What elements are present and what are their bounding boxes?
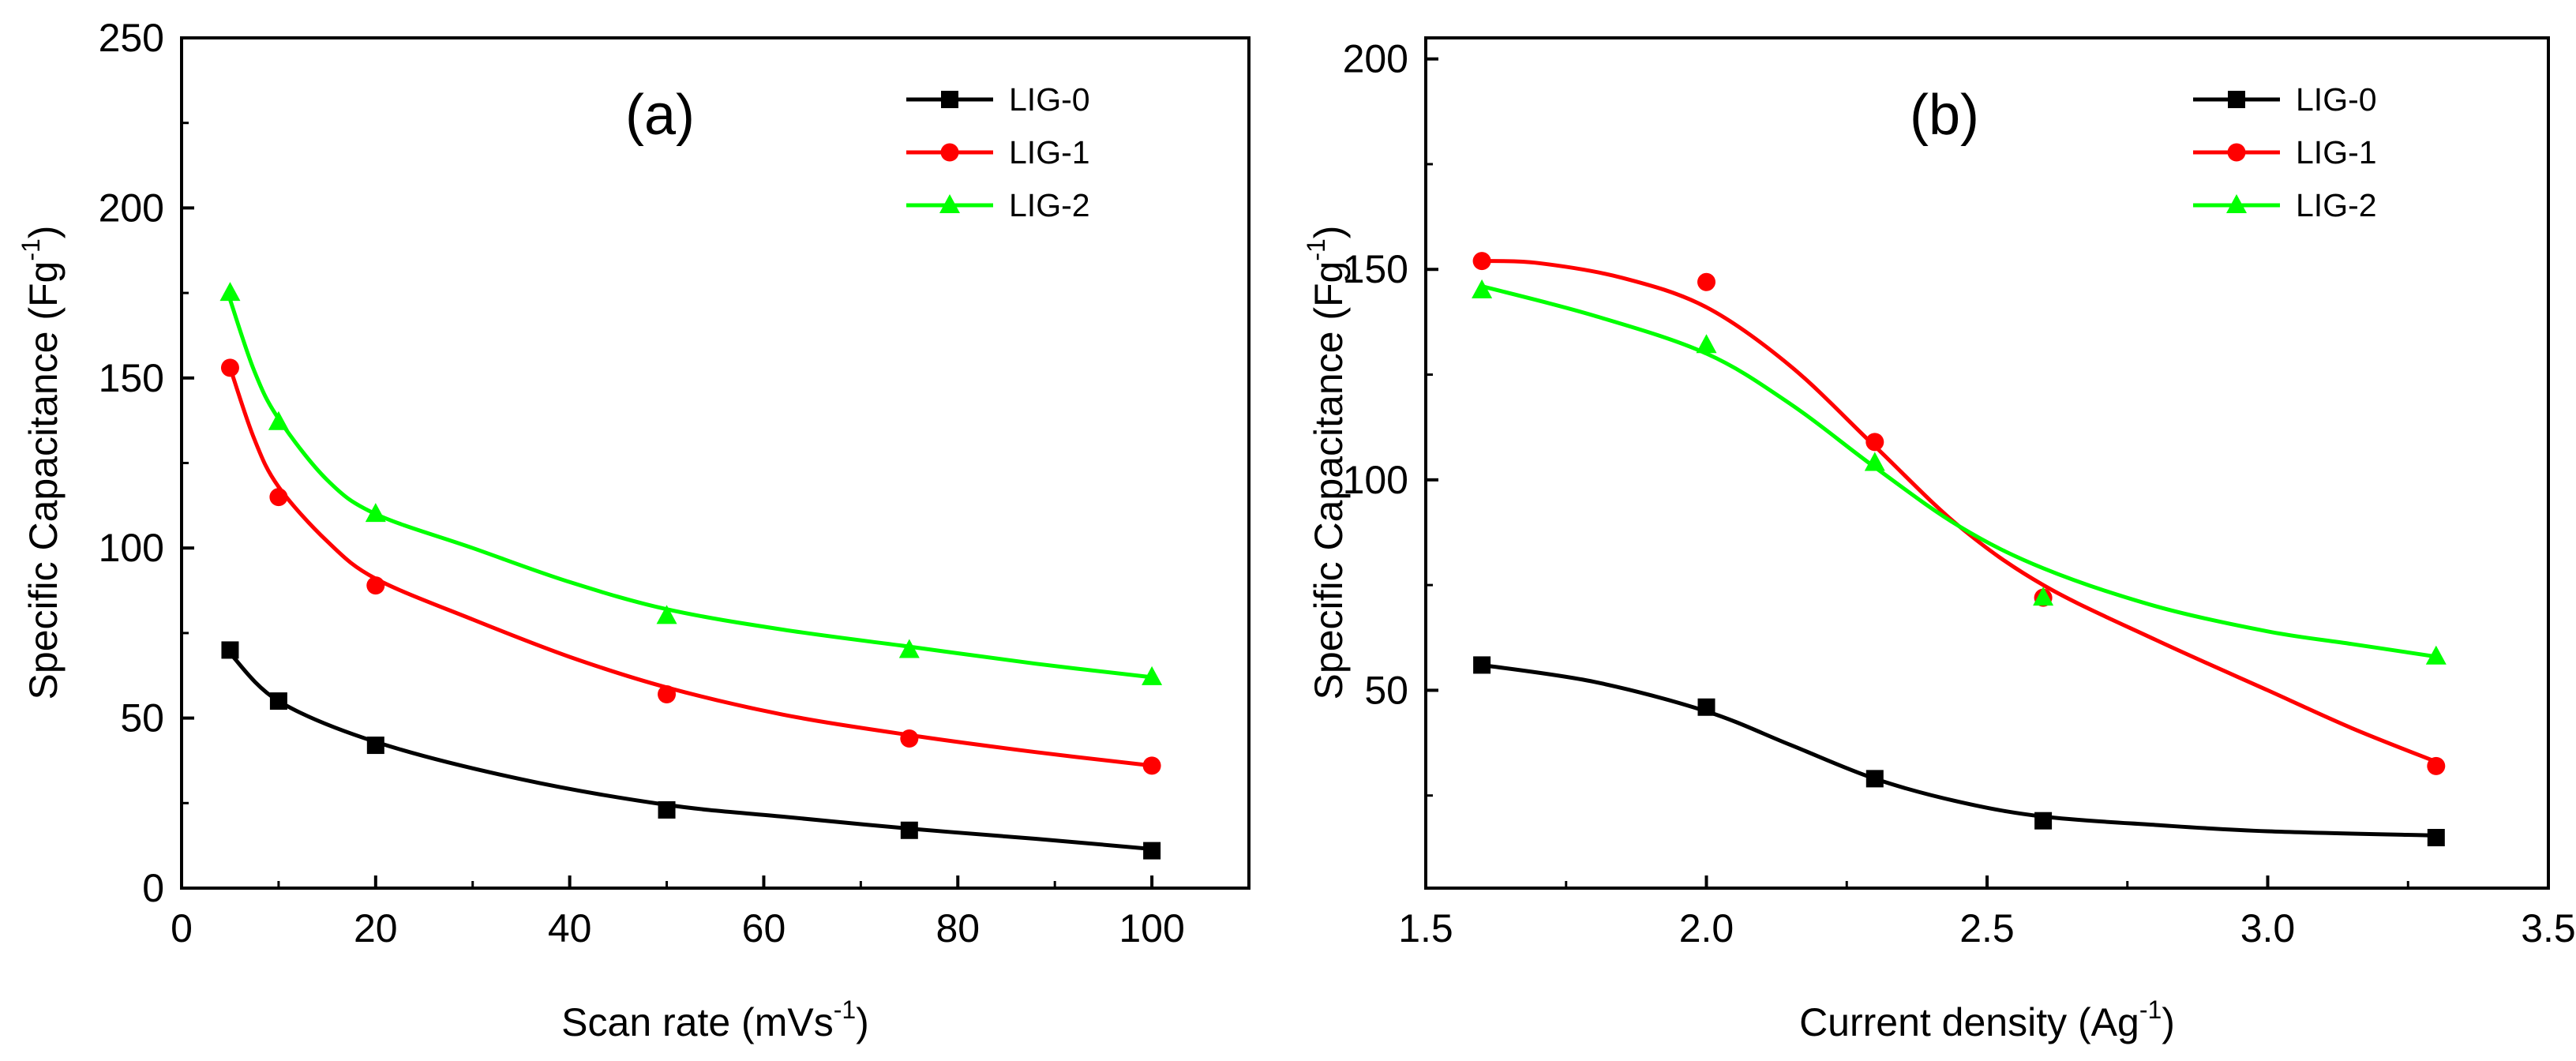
x-tick-label: 80 <box>936 906 980 950</box>
data-point-LIG-2 <box>219 282 241 302</box>
x-tick-label: 40 <box>548 906 592 950</box>
x-tick-label: 3.0 <box>2240 906 2296 950</box>
y-tick-label: 200 <box>1343 37 1408 81</box>
legend-marker-LIG-0 <box>941 91 958 108</box>
x-axis-label: Current density (Ag-1) <box>1799 995 2175 1044</box>
series-line-LIG-2 <box>1481 284 2437 659</box>
x-tick-label: 2.5 <box>1959 906 2015 950</box>
data-point-LIG-1 <box>269 488 288 507</box>
x-tick-label: 2.0 <box>1679 906 1734 950</box>
y-axis-label-sup: -1 <box>1302 238 1330 261</box>
x-tick-label: 100 <box>1119 906 1184 950</box>
data-point-LIG-1 <box>220 358 239 377</box>
x-tick-label: 20 <box>354 906 398 950</box>
data-point-LIG-2 <box>2425 645 2447 665</box>
y-tick-label: 150 <box>1343 247 1408 291</box>
legend-label-LIG-2: LIG-2 <box>1009 187 1090 223</box>
x-tick-label: 0 <box>171 906 193 950</box>
legend-marker-LIG-2 <box>939 194 960 213</box>
y-axis-label-end: ) <box>1307 226 1351 239</box>
data-point-LIG-0 <box>269 692 287 710</box>
series-line-LIG-2 <box>228 298 1153 680</box>
legend-marker-LIG-1 <box>2227 143 2246 162</box>
panel-label: (a) <box>625 84 695 147</box>
x-tick-label: 3.5 <box>2521 906 2576 950</box>
y-axis-label-end: ) <box>21 226 66 239</box>
y-axis-label-sup: -1 <box>17 238 45 261</box>
data-point-LIG-0 <box>1865 770 1884 788</box>
y-tick-label: 200 <box>99 186 164 230</box>
data-point-LIG-2 <box>268 411 289 430</box>
y-tick-label: 100 <box>99 526 164 570</box>
data-point-LIG-1 <box>1472 252 1491 271</box>
data-point-LIG-1 <box>1865 433 1884 452</box>
y-axis-label: Specific Capacitance (Fg-1) <box>1302 226 1351 700</box>
data-point-LIG-0 <box>658 800 676 819</box>
data-point-LIG-1 <box>1142 756 1161 775</box>
y-axis-label-main: Specific Capacitance (Fg <box>1307 261 1351 700</box>
series-line-LIG-1 <box>228 367 1153 768</box>
panel-label: (b) <box>1910 84 1979 147</box>
legend-label-LIG-1: LIG-1 <box>2296 134 2377 171</box>
legend-label-LIG-0: LIG-0 <box>2296 81 2377 118</box>
data-point-LIG-0 <box>221 641 239 659</box>
legend-marker-LIG-2 <box>2226 194 2247 213</box>
legend-marker-LIG-1 <box>940 143 959 162</box>
data-point-LIG-0 <box>900 821 918 839</box>
data-point-LIG-0 <box>1143 842 1161 860</box>
series-line-LIG-0 <box>1481 662 2436 838</box>
chart-0: 0 20 40 60 80 100 0 50 100 150 200 250 LIG-0 LIG-1 LIG… <box>17 16 1251 1044</box>
legend-label-LIG-2: LIG-2 <box>2296 187 2377 223</box>
legend-label-LIG-0: LIG-0 <box>1009 81 1090 118</box>
y-tick-label: 50 <box>120 696 164 740</box>
data-point-LIG-2 <box>656 605 677 624</box>
data-point-LIG-1 <box>658 684 677 703</box>
data-point-LIG-0 <box>2427 829 2445 847</box>
y-tick-label: 50 <box>1364 668 1408 712</box>
data-point-LIG-2 <box>2033 587 2054 606</box>
data-point-LIG-0 <box>366 737 384 755</box>
x-axis-label-main: Current density (Ag <box>1799 1000 2139 1044</box>
data-point-LIG-2 <box>365 503 386 523</box>
data-point-LIG-2 <box>898 639 920 658</box>
x-axis-label-sup: -1 <box>2139 995 2162 1024</box>
series-line-LIG-1 <box>1482 259 2437 764</box>
y-tick-label: 100 <box>1343 458 1408 502</box>
y-axis-label: Specific Capacitance (Fg-1) <box>17 226 66 700</box>
data-point-LIG-1 <box>900 729 919 748</box>
data-point-LIG-1 <box>366 576 385 595</box>
x-axis-label: Scan rate (mVs-1) <box>561 995 869 1044</box>
x-axis-label-sup: -1 <box>834 995 856 1024</box>
x-axis-label-end: ) <box>856 1000 869 1044</box>
data-point-LIG-0 <box>1697 698 1715 716</box>
plot-frame <box>1424 36 2550 890</box>
chart-1: 1.5 2.0 2.5 3.0 3.5 50 100 150 200 LIG-0 LIG-1 LIG-… <box>1302 36 2576 1044</box>
x-tick-label: 1.5 <box>1398 906 1453 950</box>
data-point-LIG-2 <box>1864 452 1885 471</box>
x-axis-label-main: Scan rate (mVs <box>561 1000 834 1044</box>
y-axis-label-main: Specific Capacitance (Fg <box>21 261 66 700</box>
data-point-LIG-1 <box>1697 272 1715 291</box>
data-point-LIG-2 <box>1696 334 1717 354</box>
x-tick-label: 60 <box>742 906 786 950</box>
data-point-LIG-0 <box>1473 656 1491 674</box>
y-tick-label: 150 <box>99 356 164 400</box>
y-tick-label: 0 <box>142 866 164 910</box>
x-axis-label-end: ) <box>2162 1000 2175 1044</box>
data-point-LIG-2 <box>1472 279 1493 298</box>
legend-marker-LIG-0 <box>2228 91 2245 108</box>
legend-label-LIG-1: LIG-1 <box>1009 134 1090 171</box>
y-tick-label: 250 <box>99 16 164 60</box>
data-point-LIG-1 <box>2427 756 2446 775</box>
data-point-LIG-2 <box>1142 665 1163 685</box>
data-point-LIG-0 <box>2034 812 2053 830</box>
